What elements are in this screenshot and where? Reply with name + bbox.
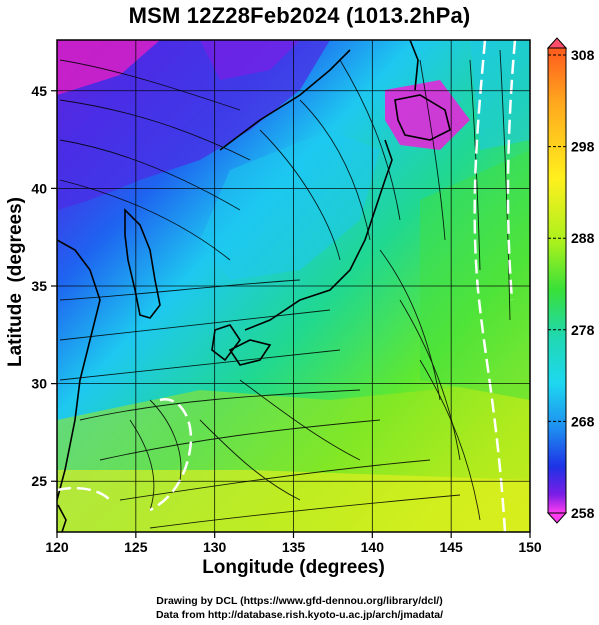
y-tick-label: 25 <box>31 473 47 489</box>
colorbar-tick-label: 278 <box>571 322 595 338</box>
y-tick-label: 45 <box>31 83 47 99</box>
y-axis-ticks: 25 30 35 40 45 <box>31 83 57 489</box>
y-tick-label: 30 <box>31 376 47 392</box>
x-tick-label: 135 <box>282 539 306 555</box>
streamlines <box>59 49 511 529</box>
x-tick-label: 150 <box>518 539 542 555</box>
coastlines <box>57 40 451 532</box>
credit-drawing: Drawing by DCL (https://www.gfd-dennou.o… <box>156 595 443 607</box>
colorbar-tick-label: 268 <box>571 413 595 429</box>
graticule <box>57 40 530 532</box>
colorbar-tick-label: 258 <box>571 505 595 521</box>
colorbar-tick-label: 288 <box>571 230 595 246</box>
colorbar-tick-label: 308 <box>571 47 595 63</box>
x-tick-label: 130 <box>203 539 227 555</box>
y-tick-label: 35 <box>31 278 47 294</box>
colorbar-tick-label: 298 <box>571 139 595 155</box>
colorbar-ticks: 308 298 288 278 268 258 <box>548 47 595 521</box>
map-title: MSM 12Z28Feb2024 (1013.2hPa) <box>128 3 471 28</box>
x-axis-ticks: 120 125 130 135 140 145 150 <box>45 532 542 555</box>
x-axis-label: Longitude (degrees) <box>202 557 385 578</box>
x-tick-label: 125 <box>124 539 148 555</box>
contour-lines <box>57 40 517 532</box>
colorbar-top-arrow <box>546 37 568 49</box>
y-tick-label: 40 <box>31 180 47 196</box>
x-tick-label: 145 <box>439 539 463 555</box>
credit-data: Data from http://database.rish.kyoto-u.a… <box>155 609 444 621</box>
colorbar-bottom-arrow <box>546 512 568 524</box>
colorbar: 308 298 288 278 268 258 <box>546 37 595 524</box>
colorbar-scale <box>547 47 567 514</box>
x-tick-label: 120 <box>45 539 69 555</box>
x-tick-label: 140 <box>361 539 385 555</box>
y-axis-label: Latitude (degrees) <box>5 197 26 367</box>
